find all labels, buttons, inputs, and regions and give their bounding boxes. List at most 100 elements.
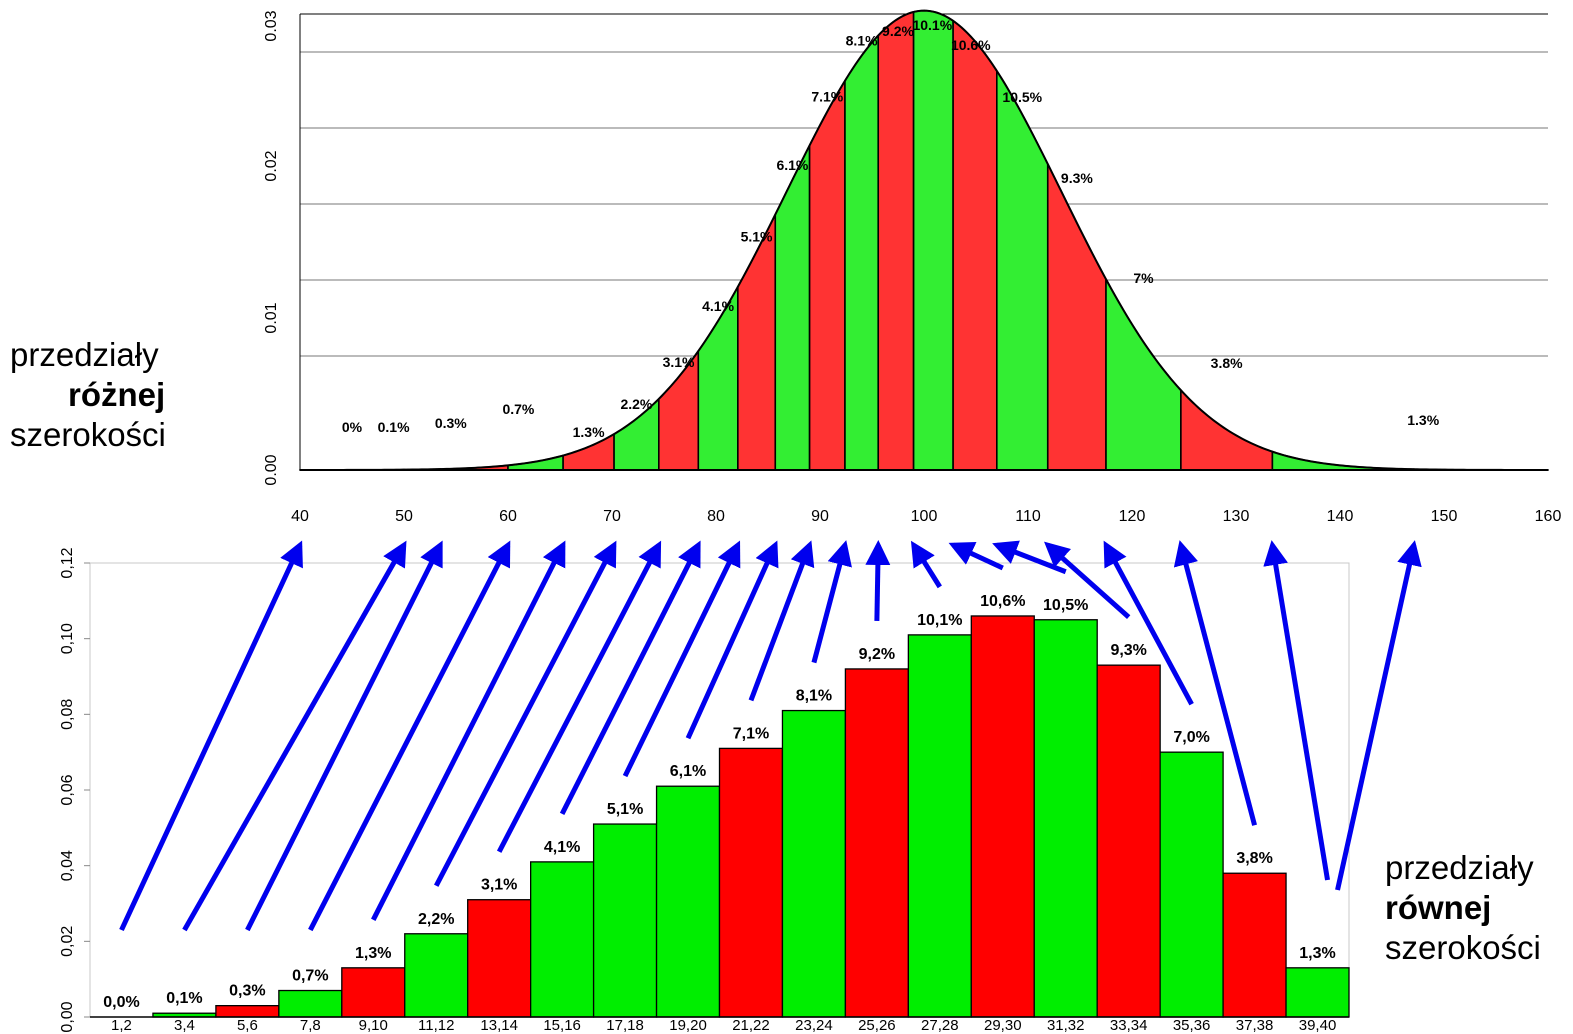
top-bin-13	[912, 9, 954, 471]
top-bin-14	[952, 19, 998, 471]
left-label-line3: szerokości	[10, 416, 166, 453]
top-x-tick-1: 50	[395, 508, 413, 525]
top-bin-label-19: 1.3%	[1407, 412, 1439, 428]
bottom-bar-label-14: 10,6%	[980, 593, 1025, 610]
bottom-x-tick-14: 29,30	[984, 1017, 1022, 1034]
bottom-bar-5	[404, 933, 469, 1018]
top-bin-label-14: 10.6%	[951, 37, 991, 53]
bottom-bar-19	[1285, 967, 1350, 1018]
bottom-y-tick-1: 0,02	[59, 926, 76, 957]
bottom-bar-6	[467, 899, 532, 1018]
arrow-13	[910, 540, 942, 589]
bottom-bar-label-3: 0,7%	[292, 968, 328, 985]
top-bin-7	[697, 286, 739, 471]
bottom-bar-label-15: 10,5%	[1043, 597, 1088, 614]
bottom-x-tick-2: 5,6	[237, 1017, 258, 1034]
arrow-20	[1335, 540, 1422, 891]
top-y-tick-2: 0.02	[263, 150, 280, 181]
top-chart-normal-curve: 0% 0.1% 0.3% 0.7% 1.3% 2.2% 3.1% 4.1% 5.1% 6.1% 7.…	[263, 9, 1562, 525]
top-bin-label-11: 8.1%	[846, 33, 878, 49]
bottom-x-tick-4: 9,10	[359, 1017, 388, 1034]
top-bin-label-17: 7%	[1133, 270, 1154, 286]
bottom-x-tick-6: 13,14	[480, 1017, 518, 1034]
bottom-x-tick-0: 1,2	[111, 1017, 132, 1034]
bottom-x-tick-8: 17,18	[606, 1017, 644, 1034]
top-x-tick-3: 70	[603, 508, 621, 525]
top-bin-label-2: 0.3%	[435, 415, 467, 431]
bottom-bar-label-17: 7,0%	[1173, 729, 1209, 746]
top-x-tick-9: 130	[1223, 508, 1250, 525]
bottom-bar-label-2: 0,3%	[229, 983, 265, 1000]
bottom-bar-label-10: 7,1%	[733, 725, 769, 742]
top-x-tick-12: 160	[1535, 508, 1562, 525]
top-curve	[299, 9, 1549, 471]
bottom-x-tick-16: 33,34	[1110, 1017, 1148, 1034]
bottom-bar-14	[970, 615, 1035, 1018]
arrow-10	[748, 540, 815, 702]
bottom-y-tick-0: 0,00	[59, 1001, 76, 1032]
arrow-18	[1173, 540, 1257, 826]
bottom-bar-label-0: 0,0%	[103, 994, 139, 1011]
bottom-bar-7	[530, 861, 595, 1018]
bottom-bar-label-9: 6,1%	[670, 763, 706, 780]
top-bin-label-0: 0%	[342, 419, 363, 435]
top-y-tick-1: 0.01	[263, 302, 280, 333]
top-bin-label-4: 1.3%	[573, 424, 605, 440]
top-bin-label-5: 2.2%	[620, 396, 652, 412]
bottom-bar-label-6: 3,1%	[481, 877, 517, 894]
bottom-y-tick-5: 0,10	[59, 623, 76, 654]
top-y-tick-0: 0.00	[263, 454, 280, 485]
bottom-y-tick-2: 0,04	[59, 850, 76, 881]
top-bin-label-7: 4.1%	[702, 298, 734, 314]
bottom-bar-label-7: 4,1%	[544, 839, 580, 856]
bottom-y-tick-3: 0,06	[59, 774, 76, 805]
bottom-bar-16	[1096, 664, 1161, 1018]
bottom-x-tick-9: 19,20	[669, 1017, 707, 1034]
bottom-bar-label-13: 10,1%	[917, 612, 962, 629]
right-label-line2: równej	[1385, 889, 1492, 926]
bottom-bar-10	[718, 747, 784, 1018]
bottom-y-tick-4: 0,08	[59, 699, 76, 730]
top-bin-label-9: 6.1%	[776, 157, 808, 173]
arrow-8	[622, 540, 741, 778]
top-bin-label-15: 10.5%	[1002, 89, 1042, 105]
bottom-x-tick-3: 7,8	[300, 1017, 321, 1034]
arrow-19	[1263, 540, 1330, 881]
bottom-bar-label-18: 3,8%	[1236, 850, 1272, 867]
arrow-12	[865, 540, 891, 621]
bottom-bar-label-11: 8,1%	[796, 688, 832, 705]
top-bin-17	[1105, 278, 1182, 471]
top-bin-16	[1046, 163, 1107, 471]
top-x-tick-2: 60	[499, 508, 517, 525]
left-label-line1: przedziały	[10, 336, 159, 373]
bottom-bar-label-4: 1,3%	[355, 945, 391, 962]
top-x-tick-5: 90	[811, 508, 829, 525]
bottom-bar-8	[592, 823, 658, 1018]
bottom-bar-3	[278, 989, 343, 1018]
top-x-tick-8: 120	[1119, 508, 1146, 525]
bottom-x-tick-13: 27,28	[921, 1017, 959, 1034]
bottom-bar-label-12: 9,2%	[859, 646, 895, 663]
top-bin-label-18: 3.8%	[1211, 355, 1243, 371]
bottom-bar-2	[215, 1005, 280, 1018]
bottom-x-tick-19: 39,40	[1299, 1017, 1337, 1034]
bottom-bar-18	[1222, 872, 1287, 1018]
top-bin-11	[844, 33, 880, 471]
bottom-bar-12	[844, 668, 910, 1018]
arrow-6	[496, 540, 662, 853]
arrow-2	[245, 540, 443, 932]
top-x-tick-6: 100	[911, 508, 938, 525]
top-bin-19	[1271, 450, 1415, 471]
top-x-tick-10: 140	[1327, 508, 1354, 525]
bottom-x-tick-10: 21,22	[732, 1017, 770, 1034]
top-bin-10	[808, 77, 846, 471]
bottom-x-tick-12: 25,26	[858, 1017, 896, 1034]
arrow-0	[119, 540, 303, 932]
bottom-bar-17	[1159, 751, 1224, 1018]
bottom-bar-label-1: 0,1%	[166, 990, 202, 1007]
top-x-tick-4: 80	[707, 508, 725, 525]
top-bin-9	[774, 145, 811, 471]
top-bin-15	[996, 68, 1049, 471]
bottom-chart-histogram: 0,0% 1,2 0,1% 3,4 0,3% 5,6 0,7% 7,8 1,3% 9,10 2,2%…	[59, 547, 1350, 1034]
arrow-4	[371, 540, 566, 921]
